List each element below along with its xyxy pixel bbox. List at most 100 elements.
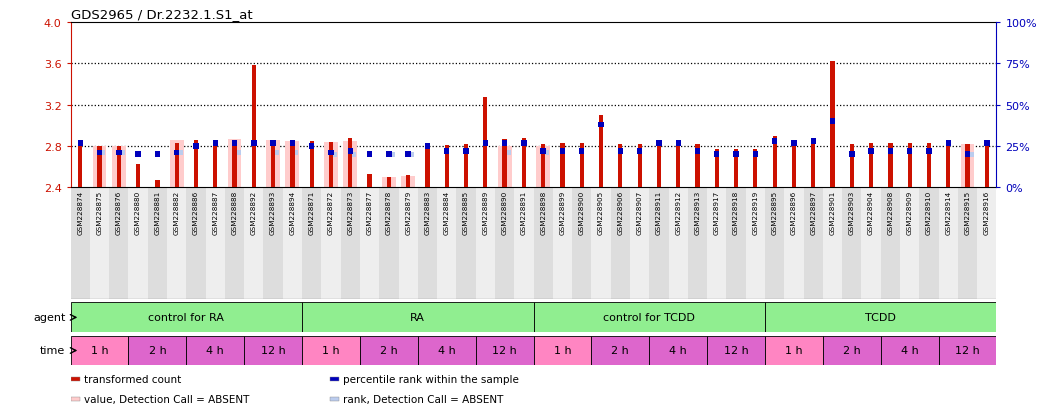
Text: 4 h: 4 h: [438, 346, 456, 356]
Bar: [231, 140, 238, 146]
Bar: [823, 188, 842, 299]
Bar: [765, 303, 996, 332]
Bar: [251, 66, 256, 188]
Bar: [630, 188, 649, 299]
Bar: [657, 142, 661, 188]
Bar: [475, 336, 534, 366]
Text: GSM228908: GSM228908: [887, 190, 894, 234]
Bar: [829, 119, 836, 125]
Bar: [324, 142, 338, 188]
Bar: [880, 336, 938, 366]
Bar: [340, 188, 360, 299]
Text: 2 h: 2 h: [843, 346, 861, 356]
Bar: [984, 140, 989, 146]
Text: GSM228905: GSM228905: [598, 190, 604, 234]
Bar: [193, 144, 198, 150]
Bar: [958, 188, 977, 299]
Text: GSM228909: GSM228909: [906, 190, 912, 234]
Bar: [559, 149, 565, 154]
Bar: [266, 140, 280, 188]
Bar: [707, 336, 765, 366]
Bar: [402, 177, 415, 188]
Text: GSM228875: GSM228875: [97, 190, 103, 234]
Bar: [206, 188, 225, 299]
Bar: [534, 188, 553, 299]
Bar: [926, 149, 932, 154]
Bar: [71, 397, 80, 401]
Text: GSM228879: GSM228879: [405, 190, 411, 234]
Bar: [946, 141, 951, 188]
Bar: [969, 152, 974, 157]
Bar: [179, 151, 183, 156]
Bar: [985, 141, 989, 188]
Bar: [92, 147, 107, 188]
Bar: [406, 176, 410, 188]
Bar: [502, 140, 508, 146]
Bar: [907, 149, 912, 154]
Bar: [862, 188, 880, 299]
Bar: [399, 188, 417, 299]
Text: control for TCDD: control for TCDD: [603, 313, 695, 323]
Text: GSM228906: GSM228906: [618, 190, 624, 234]
Bar: [294, 151, 298, 156]
Bar: [483, 140, 488, 146]
Bar: [333, 152, 337, 157]
Bar: [464, 145, 468, 188]
Bar: [244, 336, 302, 366]
Text: time: time: [40, 346, 65, 356]
Bar: [186, 188, 206, 299]
Text: GSM228900: GSM228900: [579, 190, 584, 234]
Bar: [360, 188, 379, 299]
Text: GSM228915: GSM228915: [964, 190, 971, 234]
Bar: [676, 143, 680, 188]
Bar: [78, 142, 82, 188]
Bar: [302, 336, 360, 366]
Bar: [785, 188, 803, 299]
Text: GSM228913: GSM228913: [694, 190, 701, 234]
Bar: [109, 188, 129, 299]
Text: 1 h: 1 h: [553, 346, 571, 356]
Bar: [386, 152, 391, 158]
Bar: [541, 145, 545, 188]
Text: 1 h: 1 h: [785, 346, 802, 356]
Bar: [869, 149, 874, 154]
Bar: [174, 143, 179, 188]
Bar: [120, 151, 125, 156]
Text: GDS2965 / Dr.2232.1.S1_at: GDS2965 / Dr.2232.1.S1_at: [71, 8, 252, 21]
Text: 1 h: 1 h: [322, 346, 339, 356]
Bar: [71, 336, 129, 366]
Text: GSM228910: GSM228910: [926, 190, 932, 234]
Bar: [213, 140, 217, 188]
Bar: [225, 188, 244, 299]
Bar: [772, 136, 776, 188]
Bar: [71, 303, 302, 332]
Bar: [618, 149, 623, 154]
Text: GSM228899: GSM228899: [559, 190, 566, 234]
Text: GSM228883: GSM228883: [425, 190, 431, 234]
Bar: [694, 149, 701, 154]
Bar: [598, 122, 604, 128]
Bar: [98, 147, 102, 188]
Bar: [264, 188, 282, 299]
Bar: [136, 164, 140, 188]
Bar: [714, 150, 719, 188]
Bar: [444, 146, 448, 188]
Bar: [271, 141, 275, 188]
Text: GSM228912: GSM228912: [675, 190, 681, 234]
Bar: [927, 143, 931, 188]
Bar: [97, 150, 102, 156]
Bar: [425, 144, 430, 150]
Bar: [129, 336, 186, 366]
Bar: [174, 150, 180, 156]
Bar: [410, 152, 414, 157]
Bar: [367, 174, 372, 188]
Bar: [637, 149, 643, 154]
Bar: [830, 62, 835, 188]
Bar: [328, 150, 333, 156]
Bar: [322, 188, 340, 299]
Bar: [237, 151, 241, 156]
Bar: [366, 152, 373, 158]
Bar: [227, 140, 242, 188]
Bar: [147, 188, 167, 299]
Text: GSM228890: GSM228890: [501, 190, 508, 234]
